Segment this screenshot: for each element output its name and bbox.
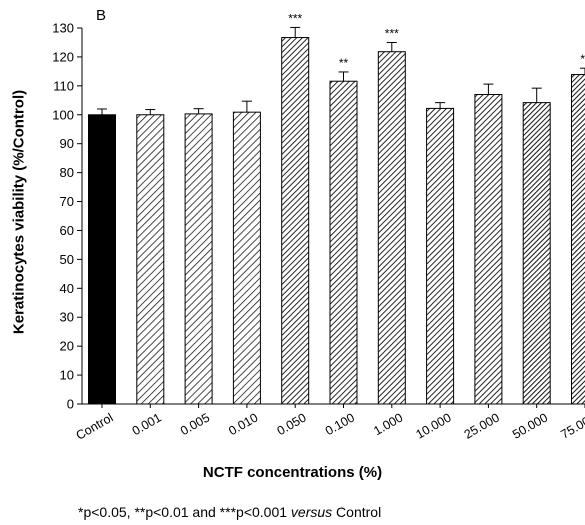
x-tick-label: 0.005 (178, 410, 212, 438)
x-tick-label: 0.050 (275, 410, 309, 438)
footnote-suffix: Control (332, 504, 382, 520)
y-tick-label: 60 (60, 223, 74, 238)
bar-0.005 (184, 113, 213, 405)
y-tick-label: 90 (60, 136, 74, 151)
significance-marker: ** (580, 52, 585, 66)
significance-marker: ** (339, 56, 349, 70)
y-tick-label: 80 (60, 165, 74, 180)
x-tick-label: 0.001 (130, 410, 164, 438)
footnote-prefix: *p<0.05, **p<0.01 and ***p<0.001 (78, 504, 291, 520)
bar-25.000 (474, 94, 503, 405)
x-tick-label: 50.000 (510, 410, 550, 441)
bar-0.100 (329, 80, 358, 405)
y-tick-label: 20 (60, 339, 74, 354)
x-tick-label: 0.010 (226, 410, 260, 438)
y-tick-label: 30 (60, 310, 74, 325)
x-axis-label: NCTF concentrations (%) (202, 464, 383, 481)
x-tick-label: 1.000 (371, 410, 405, 438)
x-tick-label: 0.100 (323, 410, 357, 438)
significance-marker: *** (385, 26, 399, 40)
footnote-italic: versus (290, 504, 333, 520)
y-tick-label: 100 (52, 107, 74, 122)
x-tick-label: Control (74, 410, 116, 442)
bar-10.000 (426, 107, 455, 405)
x-tick-label: 10.000 (413, 410, 453, 441)
y-tick-label: 0 (67, 397, 74, 412)
bars (88, 26, 585, 405)
y-tick-label: 120 (52, 49, 74, 64)
x-tick-label: 25.000 (462, 410, 502, 441)
bar-50.000 (522, 102, 551, 405)
bar-0.001 (136, 114, 165, 405)
bar-0.010 (232, 111, 261, 405)
significance-marker: *** (288, 11, 302, 25)
y-tick-label: 110 (53, 78, 74, 93)
footnote: *p<0.05, **p<0.01 and ***p<0.001 versus … (78, 504, 381, 520)
panel-label: B (96, 7, 107, 24)
bar-0.050 (281, 37, 310, 405)
y-tick-label: 40 (60, 281, 74, 296)
bar-Control (88, 114, 116, 405)
bar-75.000 (571, 74, 585, 405)
x-tick-label: 75.000 (558, 410, 585, 441)
bar-1.000 (377, 51, 406, 405)
y-tick-label: 50 (60, 252, 74, 267)
y-tick-label: 70 (60, 194, 74, 209)
tick-labels: 0 10 20 30 40 50 60 70 80 90 100 110 120 130 Control 0.… (52, 11, 585, 442)
y-tick-label: 10 (60, 368, 74, 383)
y-tick-label: 130 (52, 21, 74, 36)
